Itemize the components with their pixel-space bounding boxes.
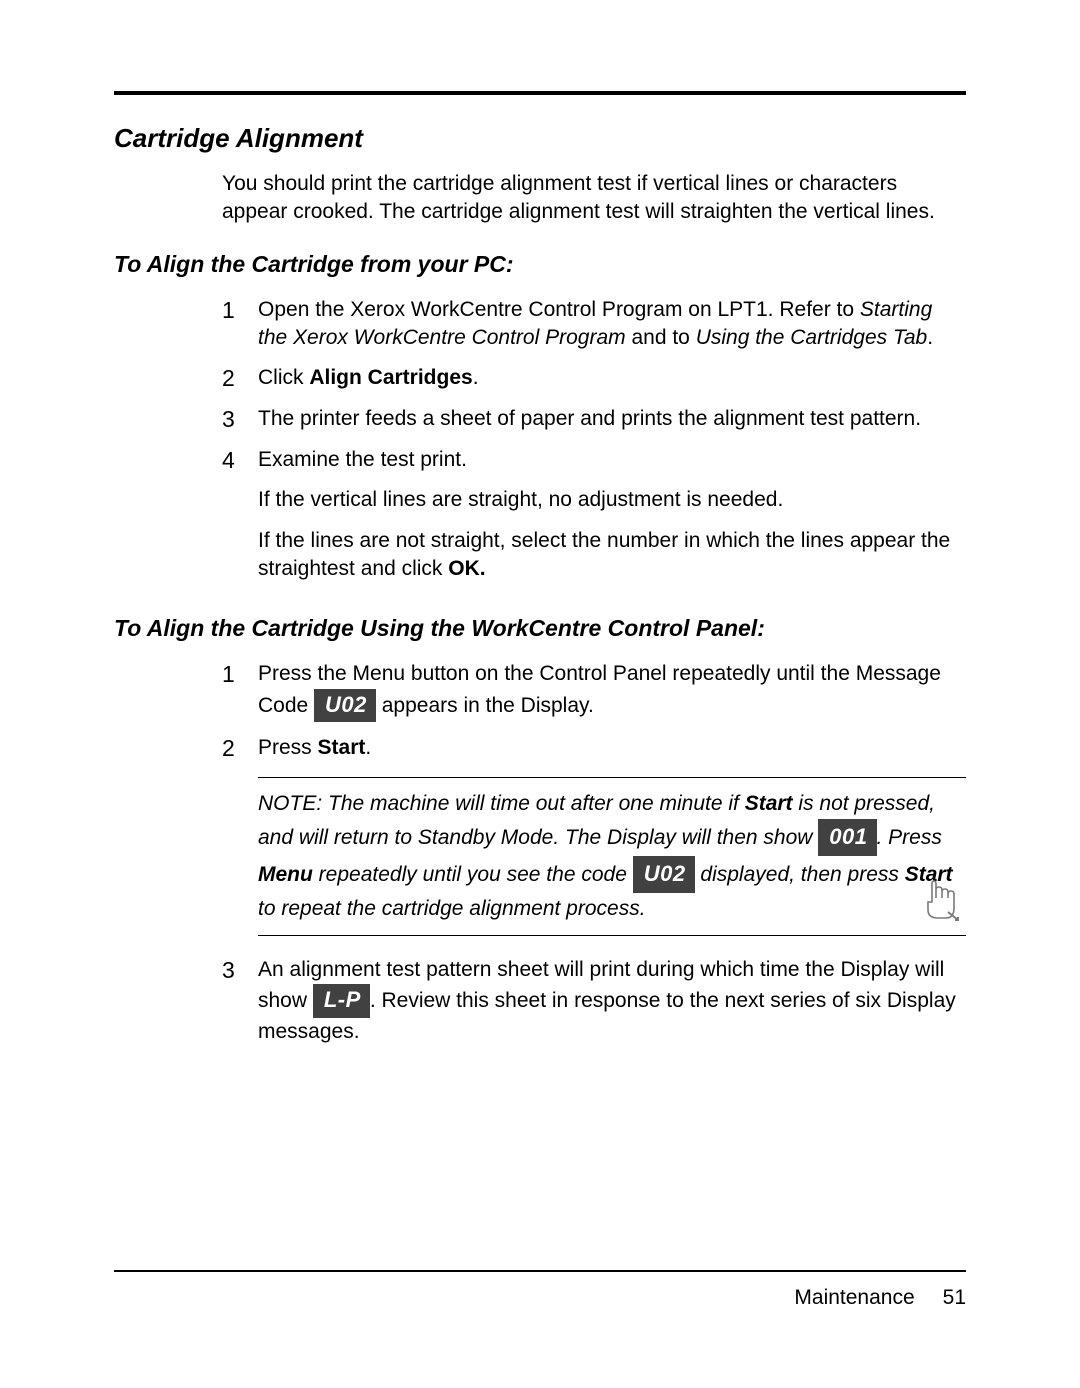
intro-text: You should print the cartridge alignment… xyxy=(222,170,966,227)
list-body: Press Start. NOTE: The machine will time… xyxy=(258,734,966,943)
bottom-rule xyxy=(114,1270,966,1272)
spacer xyxy=(114,595,966,615)
display-code-001: 001 xyxy=(818,819,876,856)
list-body: Examine the test print. If the vertical … xyxy=(258,446,966,583)
text: displayed, then press xyxy=(695,863,905,886)
text: Click xyxy=(258,366,309,389)
list-panel: 1 Press the Menu button on the Control P… xyxy=(222,660,966,1046)
page-footer: Maintenance 51 xyxy=(114,1270,966,1310)
subsection-pc-title: To Align the Cartridge from your PC: xyxy=(114,251,966,278)
text: . xyxy=(927,326,933,349)
list-number: 2 xyxy=(222,734,258,943)
list-item: 4 Examine the test print. If the vertica… xyxy=(222,446,966,583)
list-number: 3 xyxy=(222,956,258,1046)
bold-text: Start xyxy=(318,736,366,759)
display-code-u02: U02 xyxy=(633,856,695,893)
page-number: 51 xyxy=(943,1286,966,1309)
list-item: 3 The printer feeds a sheet of paper and… xyxy=(222,405,966,434)
list-number: 4 xyxy=(222,446,258,583)
display-code-lp: L-P xyxy=(313,984,370,1018)
list-item: 2 Click Align Cartridges. xyxy=(222,364,966,393)
bold-text: OK. xyxy=(448,557,485,580)
list-number: 1 xyxy=(222,296,258,353)
text: Examine the test print. xyxy=(258,446,966,474)
text: Press Start. xyxy=(258,734,966,762)
list-number: 1 xyxy=(222,660,258,722)
note-box: NOTE: The machine will time out after on… xyxy=(258,777,966,936)
bold-text: Menu xyxy=(258,863,313,886)
text: Press xyxy=(258,736,318,759)
list-item: 1 Press the Menu button on the Control P… xyxy=(222,660,966,722)
text: . xyxy=(365,736,371,759)
list-body: An alignment test pattern sheet will pri… xyxy=(258,956,966,1046)
display-code-u02: U02 xyxy=(314,689,376,723)
text: to repeat the cartridge alignment proces… xyxy=(258,897,646,920)
list-body: The printer feeds a sheet of paper and p… xyxy=(258,405,966,434)
list-body: Open the Xerox WorkCentre Control Progra… xyxy=(258,296,966,353)
list-item: 3 An alignment test pattern sheet will p… xyxy=(222,956,966,1046)
list-item: 2 Press Start. NOTE: The machine will ti… xyxy=(222,734,966,943)
footer-label: Maintenance xyxy=(794,1286,914,1309)
italic-text: Using the Cartridges Tab xyxy=(696,326,928,349)
text: If the lines are not straight, select th… xyxy=(258,529,950,580)
text: If the vertical lines are straight, no a… xyxy=(258,486,966,514)
text: appears in the Display. xyxy=(376,694,594,717)
list-number: 3 xyxy=(222,405,258,434)
bold-text: Start xyxy=(745,792,793,815)
text: Open the Xerox WorkCentre Control Progra… xyxy=(258,298,860,321)
text: . xyxy=(473,366,479,389)
list-body: Click Align Cartridges. xyxy=(258,364,966,393)
text: . Press xyxy=(877,826,942,849)
text: repeatedly until you see the code xyxy=(313,863,633,886)
list-item: 1 Open the Xerox WorkCentre Control Prog… xyxy=(222,296,966,353)
text: If the lines are not straight, select th… xyxy=(258,527,966,584)
list-number: 2 xyxy=(222,364,258,393)
text: NOTE: The machine will time out after on… xyxy=(258,792,745,815)
bold-text: Align Cartridges xyxy=(309,366,472,389)
page-container: Cartridge Alignment You should print the… xyxy=(0,0,1080,1388)
list-body: Press the Menu button on the Control Pan… xyxy=(258,660,966,722)
footer-text: Maintenance 51 xyxy=(114,1286,966,1310)
subsection-panel-title: To Align the Cartridge Using the WorkCen… xyxy=(114,615,966,642)
text: and to xyxy=(626,326,696,349)
list-pc: 1 Open the Xerox WorkCentre Control Prog… xyxy=(222,296,966,584)
section-title: Cartridge Alignment xyxy=(114,123,966,154)
top-rule xyxy=(114,91,966,95)
hand-pointer-icon xyxy=(922,880,962,932)
